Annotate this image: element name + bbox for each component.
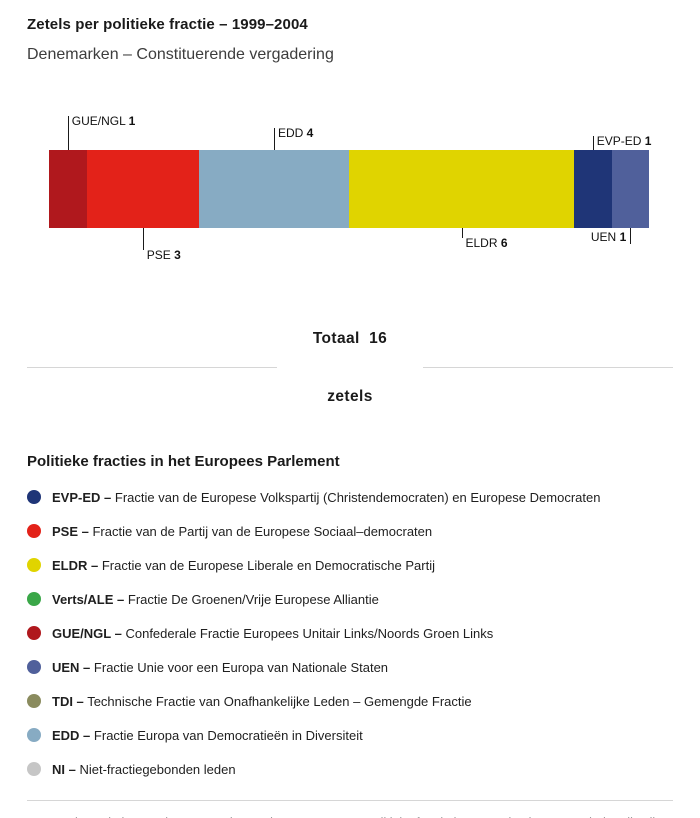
legend-item: PSE – Fractie van de Partij van de Europ…: [27, 514, 673, 548]
legend-item-text: EVP-ED – Fractie van de Europese Volkspa…: [52, 489, 601, 505]
footer-divider: [27, 800, 673, 801]
legend-item-text: GUE/NGL – Confederale Fractie Europees U…: [52, 625, 494, 641]
divider-line-right: [423, 367, 674, 368]
legend-item: GUE/NGL – Confederale Fractie Europees U…: [27, 616, 673, 650]
page-title: Zetels per politieke fractie – 1999–2004: [27, 16, 308, 33]
segment-annotation: GUE/NGL 1: [71, 114, 136, 128]
legend-item: Verts/ALE – Fractie De Groenen/Vrije Eur…: [27, 582, 673, 616]
annotation-line: [630, 228, 632, 244]
annotation-line: [67, 116, 69, 150]
legend-item-text: NI – Niet-fractiegebonden leden: [52, 761, 236, 777]
legend-item: NI – Niet-fractiegebonden leden: [27, 752, 673, 786]
legend-item: ELDR – Fractie van de Europese Liberale …: [27, 548, 673, 582]
legend-color-dot: [27, 626, 41, 640]
legend-item-text: Verts/ALE – Fractie De Groenen/Vrije Eur…: [52, 591, 379, 607]
legend-color-dot: [27, 558, 41, 572]
divider-line-left: [27, 367, 277, 368]
annotation-line: [461, 228, 463, 238]
stacked-bar: [49, 150, 649, 228]
bar-segment-uen: [611, 150, 649, 228]
bar-segment-evped: [574, 150, 612, 228]
legend-list: EVP-ED – Fractie van de Europese Volkspa…: [27, 480, 673, 786]
footer: Overeenkomstig het Reglement van het Par…: [0, 800, 700, 818]
legend-item-text: PSE – Fractie van de Partij van de Europ…: [52, 523, 433, 539]
total-seats-label: Totaal 16 zetels: [313, 290, 387, 445]
legend-item: UEN – Fractie Unie voor een Europa van N…: [27, 650, 673, 684]
segment-annotation: UEN 1: [590, 230, 627, 244]
total-line-2: zetels: [327, 387, 373, 405]
bar-segment-edd: [199, 150, 349, 228]
legend-color-dot: [27, 524, 41, 538]
legend: Politieke fracties in het Europees Parle…: [0, 453, 700, 786]
header: Zetels per politieke fractie – 1999–2004…: [0, 0, 700, 64]
legend-color-dot: [27, 490, 41, 504]
segment-annotation: EDD 4: [278, 126, 314, 140]
annotation-line: [274, 128, 275, 150]
annotation-line: [592, 136, 594, 150]
legend-color-dot: [27, 592, 41, 606]
annotation-line: [142, 228, 144, 250]
legend-item-text: UEN – Fractie Unie voor een Europa van N…: [52, 659, 389, 675]
segment-annotation: EVP-ED 1: [596, 134, 652, 148]
legend-color-dot: [27, 762, 41, 776]
legend-item: TDI – Technische Fractie van Onafhankeli…: [27, 684, 673, 718]
legend-color-dot: [27, 728, 41, 742]
legend-title: Politieke fracties in het Europees Parle…: [27, 453, 340, 470]
seat-chart: GUE/NGL 1 PSE 3 EDD 4 ELDR 6 EVP-ED 1 UEN 1: [0, 108, 700, 284]
legend-item-text: TDI – Technische Fractie van Onafhankeli…: [52, 693, 472, 709]
legend-item-text: ELDR – Fractie van de Europese Liberale …: [52, 557, 435, 573]
legend-item: EDD – Fractie Europa van Democratieën in…: [27, 718, 673, 752]
legend-item-text: EDD – Fractie Europa van Democratieën in…: [52, 727, 363, 743]
segment-annotation: ELDR 6: [465, 236, 508, 250]
segment-annotation: PSE 3: [146, 248, 181, 262]
legend-color-dot: [27, 694, 41, 708]
total-line-1: Totaal 16: [312, 329, 388, 347]
bar-segment-guengl: [49, 150, 87, 228]
legend-color-dot: [27, 660, 41, 674]
page-subtitle: Denemarken – Constituerende vergadering: [27, 46, 334, 63]
footnote-text: Overeenkomstig het Reglement van het Par…: [27, 814, 673, 818]
legend-item: EVP-ED – Fractie van de Europese Volkspa…: [27, 480, 673, 514]
bar-segment-eldr: [349, 150, 574, 228]
total-divider-row: Totaal 16 zetels: [0, 290, 700, 445]
bar-segment-pse: [86, 150, 199, 228]
